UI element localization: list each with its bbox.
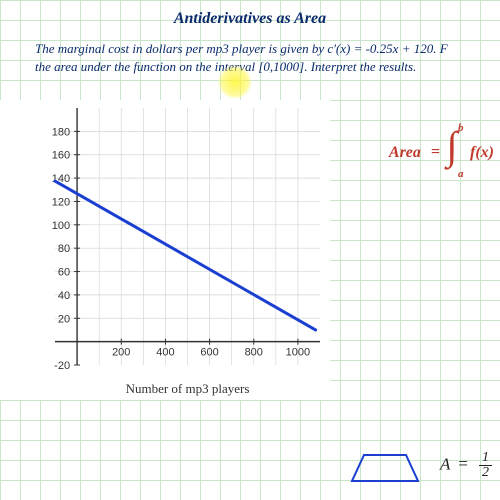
trapezoid-icon — [350, 451, 420, 490]
problem-statement: The marginal cost in dollars per mp3 pla… — [35, 40, 485, 75]
equals-sign: = — [431, 144, 440, 161]
svg-text:160: 160 — [52, 150, 70, 162]
svg-text:Number of mp3 players: Number of mp3 players — [126, 381, 250, 396]
cost-chart: 2004006008001000-20204060801001201401601… — [0, 100, 330, 400]
svg-text:180: 180 — [52, 126, 70, 138]
page-title: Antiderivatives as Area — [0, 10, 500, 28]
svg-text:80: 80 — [58, 243, 70, 255]
svg-text:120: 120 — [52, 196, 70, 208]
lower-bound: a — [458, 168, 464, 180]
formula-A: A — [440, 454, 450, 473]
problem-line: The marginal cost in dollars per mp3 pla… — [35, 40, 485, 58]
svg-text:-20: -20 — [54, 360, 70, 372]
svg-text:800: 800 — [245, 347, 263, 359]
svg-text:1000: 1000 — [286, 347, 310, 359]
fraction-numerator: 1 — [479, 451, 492, 466]
svg-text:400: 400 — [156, 347, 174, 359]
chart-svg: 2004006008001000-20204060801001201401601… — [0, 100, 330, 400]
svg-text:60: 60 — [58, 267, 70, 279]
fraction-denominator: 2 — [479, 466, 492, 480]
svg-text:20: 20 — [58, 313, 70, 325]
fraction: 1 2 — [479, 451, 492, 480]
formula-eq: = — [457, 454, 468, 473]
svg-text:40: 40 — [58, 290, 70, 302]
area-integral-formula: Area = ∫ b a f(x) — [389, 130, 494, 176]
upper-bound: b — [458, 122, 464, 134]
problem-line: the area under the function on the inter… — [35, 58, 485, 76]
svg-text:600: 600 — [200, 347, 218, 359]
trapezoid-area-formula: A = 1 2 — [440, 451, 492, 480]
integrand: f(x) — [470, 144, 494, 161]
svg-text:200: 200 — [112, 347, 130, 359]
cursor-highlight-icon — [218, 65, 252, 99]
svg-text:100: 100 — [52, 220, 70, 232]
area-label: Area — [389, 144, 421, 161]
integral-symbol: ∫ b a — [444, 130, 466, 176]
